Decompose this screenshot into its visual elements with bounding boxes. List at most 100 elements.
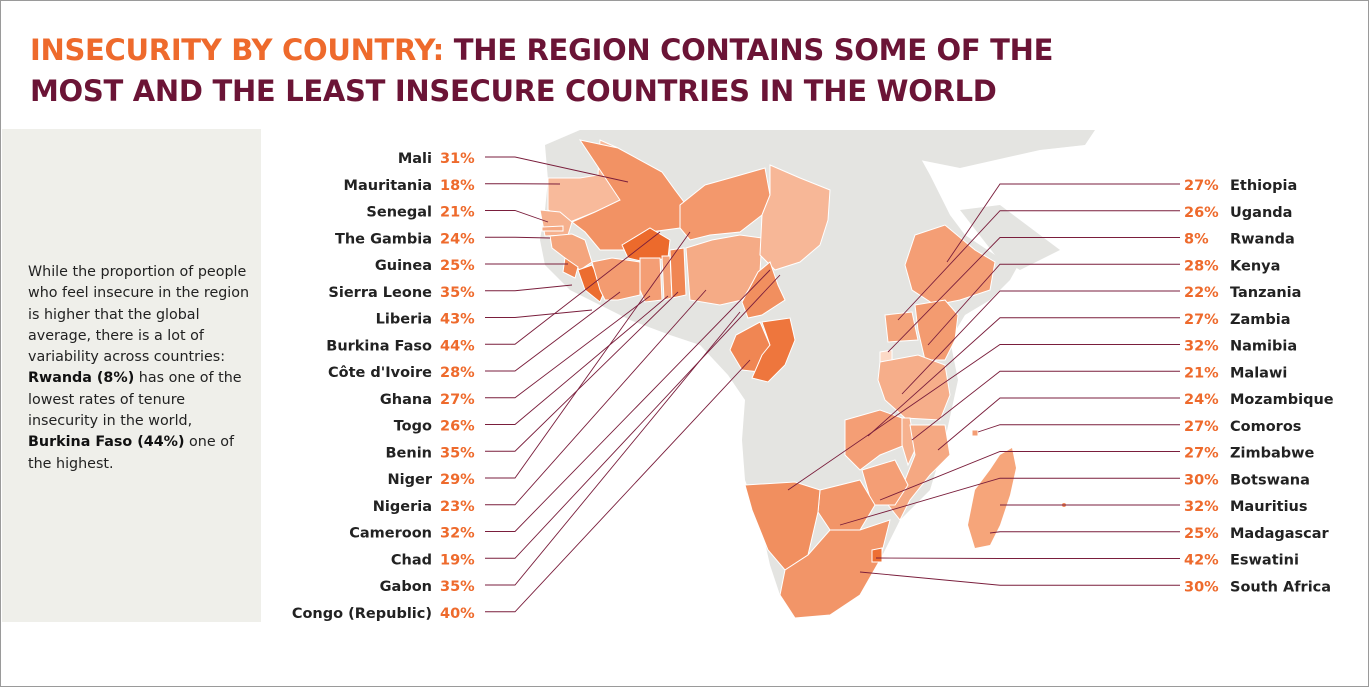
country-shape-eswatini [871,547,883,563]
label-value-chad: 19% [440,552,475,568]
label-country-mauritius: Mauritius [1230,499,1308,515]
country-shape-congo-republic [751,317,796,383]
north-africa-landmass [545,130,1095,168]
label-value-mauritania: 18% [440,178,475,194]
label-country-uganda: Uganda [1230,205,1292,221]
leader-line-eswatini [875,557,1180,559]
label-country-togo: Togo [394,419,432,435]
label-country-sierra-leone: Sierra Leone [328,285,432,301]
label-country-chad: Chad [391,552,432,568]
label-country-liberia: Liberia [376,312,432,328]
country-shape-guinea [549,233,593,271]
label-country-eswatini: Eswatini [1230,553,1299,569]
label-country-zambia: Zambia [1230,312,1291,328]
leader-line-senegal [485,210,549,223]
label-value-mali: 31% [440,151,475,167]
country-shapes [539,139,996,619]
country-shape-kenya [914,299,959,361]
right-labels: 27% Ethiopia 26% Uganda 8% Rwanda 28% Kenya 22% T… [1184,178,1334,595]
leader-line-rwanda [887,237,1180,353]
label-value-eswatini: 42% [1184,553,1219,569]
leader-line-madagascar [989,531,1180,534]
label-country-ethiopia: Ethiopia [1230,178,1297,194]
label-value-kenya: 28% [1184,258,1219,274]
country-shape-uganda [884,311,919,343]
label-value-comoros: 27% [1184,419,1219,435]
label-country-comoros: Comoros [1230,419,1301,435]
country-shape-c-te-d-ivoire [591,257,641,301]
label-value-gabon: 35% [440,579,475,595]
leader-line-uganda [897,210,1180,321]
country-shape-ghana [639,257,663,303]
label-value-mauritius: 32% [1184,499,1219,515]
country-shape-benin [669,247,687,299]
leader-line-liberia [485,309,593,318]
leader-line-gabon [485,311,741,586]
leader-line-mozambique [937,397,1180,451]
leader-line-chad [485,274,781,559]
leader-line-zambia [867,317,1180,437]
label-value-the-gambia: 24% [440,231,475,247]
label-country-malawi: Malawi [1230,365,1287,381]
label-country-c-te-d-ivoire: Côte d'Ivoire [328,365,432,381]
country-shape-sierra-leone [562,257,579,279]
label-value-south-africa: 30% [1184,579,1219,595]
leader-line-cameroon [485,269,771,532]
leader-line-congo-republic [485,359,751,613]
label-value-tanzania: 22% [1184,285,1219,301]
leader-line-malawi [911,370,1180,441]
leader-line-south-africa [859,571,1180,586]
label-value-zambia: 27% [1184,312,1219,328]
label-country-botswana: Botswana [1230,472,1310,488]
sidebar-panel [2,129,261,622]
leader-line-sierra-leone [485,284,573,292]
leader-line-benin [485,291,679,452]
label-country-senegal: Senegal [366,205,432,221]
label-country-madagascar: Madagascar [1230,526,1330,542]
sidebar-bold-1: Rwanda (8%) [28,370,135,387]
leader-line-zimbabwe [879,451,1180,501]
label-country-burkina-faso: Burkina Faso [326,338,432,354]
label-value-guinea: 25% [440,258,475,274]
label-value-cameroon: 32% [440,526,475,542]
leader-line-togo [485,295,669,425]
leader-line-mali [485,156,629,183]
label-country-gabon: Gabon [380,579,432,595]
label-value-malawi: 21% [1184,365,1219,381]
label-country-kenya: Kenya [1230,258,1280,274]
label-value-ethiopia: 27% [1184,178,1219,194]
country-shape-mozambique [887,424,951,521]
label-country-south-africa: South Africa [1230,579,1331,595]
leader-line-botswana [839,477,1180,526]
label-value-zimbabwe: 27% [1184,446,1219,462]
label-value-rwanda: 8% [1184,232,1209,248]
label-country-nigeria: Nigeria [373,499,432,515]
label-value-ghana: 27% [440,392,475,408]
leader-line-tanzania [901,290,1180,395]
madagascar-shape [968,448,1016,548]
leader-line-kenya [927,263,1180,346]
label-country-guinea: Guinea [375,258,432,274]
label-country-mali: Mali [398,151,432,167]
label-value-congo-republic: 40% [440,606,475,622]
leader-line-the-gambia [485,236,551,239]
leader-line-ethiopia [946,183,1180,263]
label-country-zimbabwe: Zimbabwe [1230,446,1315,462]
label-value-liberia: 43% [440,312,475,328]
leader-line-comoros [977,424,1180,433]
label-value-uganda: 26% [1184,205,1219,221]
label-country-rwanda: Rwanda [1230,232,1295,248]
label-country-namibia: Namibia [1230,339,1297,355]
label-country-congo-republic: Congo (Republic) [292,606,432,622]
label-value-namibia: 32% [1184,339,1219,355]
country-shape-chad [759,164,831,271]
title-rest: THE REGION CONTAINS SOME OF THE MOST AND… [30,33,1054,108]
label-value-niger: 29% [440,472,475,488]
label-country-the-gambia: The Gambia [335,231,432,247]
label-value-senegal: 21% [440,205,475,221]
sidebar-text-2: has one of the lowest rates of tenure in… [28,370,242,430]
label-country-mozambique: Mozambique [1230,392,1334,408]
label-country-niger: Niger [388,472,433,488]
label-value-burkina-faso: 44% [440,338,475,354]
